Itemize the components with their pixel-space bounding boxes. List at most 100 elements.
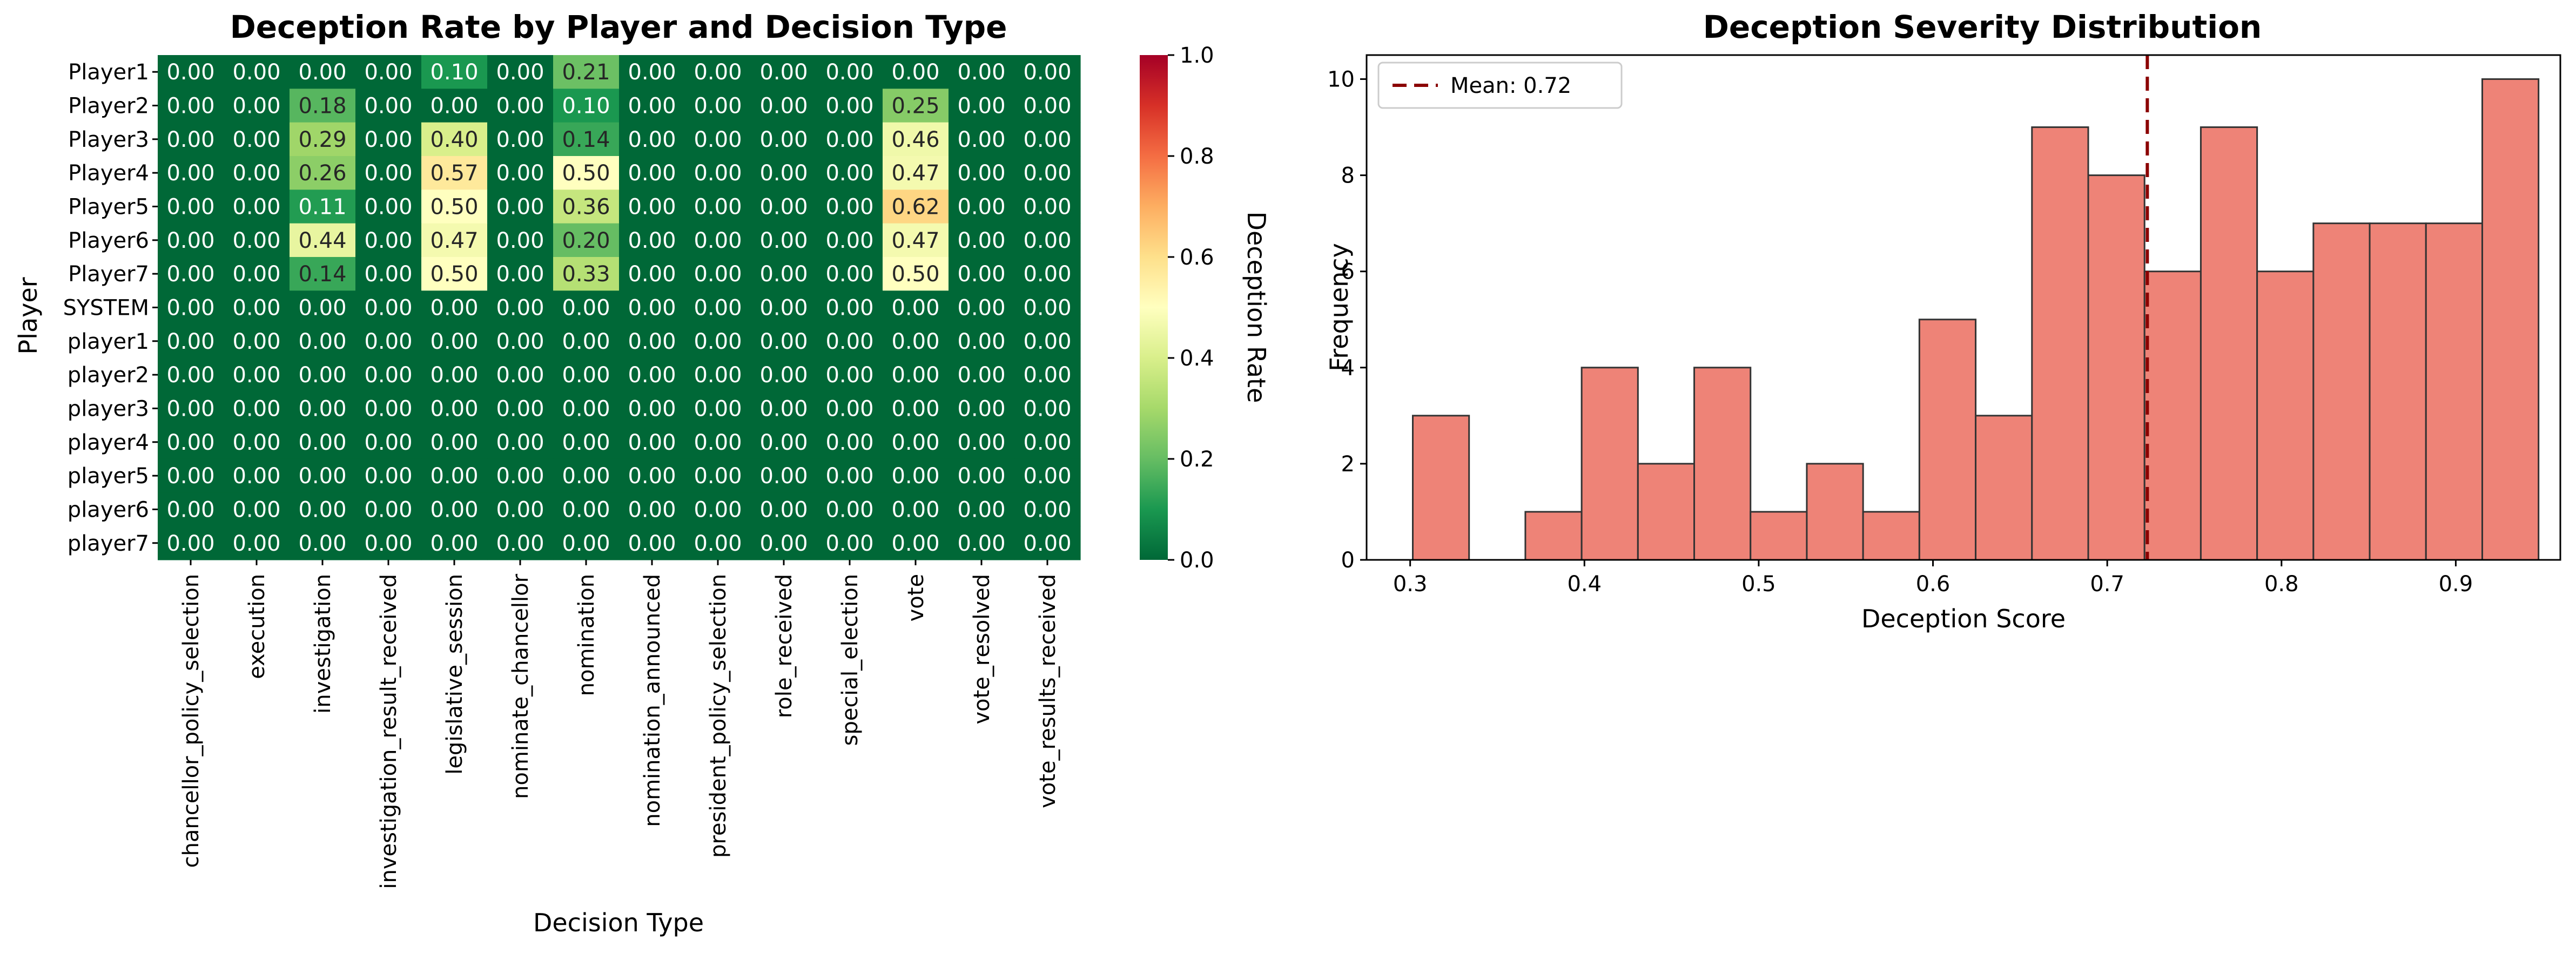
heatmap-cell [1014,290,1081,325]
heatmap-cell [817,256,883,291]
heatmap-row-label: Player1 [68,60,149,85]
heatmap-cell [290,55,356,89]
heatmap-cell-value: 0.00 [1023,329,1071,354]
heatmap-row-label: player3 [68,396,149,421]
heatmap-cell-value: 0.00 [891,295,939,320]
histogram-bar [2425,222,2483,561]
heatmap-cell-value: 0.00 [694,531,742,556]
heatmap-cell-value: 0.00 [562,295,610,320]
heatmap-cell [949,492,1015,527]
heatmap-cell [817,190,883,224]
heatmap-cell [883,391,949,426]
heatmap-cell [685,526,751,560]
heatmap-cell [421,458,488,493]
heatmap-row-label: Player4 [68,161,149,186]
heatmap-cell [421,526,488,560]
histogram-bar [2312,222,2371,561]
heatmap-cell [619,190,685,224]
heatmap-cell [751,425,817,459]
heatmap-column-label: president_policy_selection [706,574,731,858]
heatmap-cell [685,89,751,123]
heatmap-cell [619,155,685,190]
heatmap-cell [685,190,751,224]
heatmap-cell-value: 0.00 [628,464,676,489]
heatmap-cell-value: 0.00 [694,228,742,253]
heatmap-cell [1014,492,1081,527]
heatmap-cell [751,155,817,190]
heatmap-column-label: chancellor_policy_selection [179,574,204,868]
heatmap-cell-value: 0.00 [825,127,873,152]
heatmap-cell [158,55,224,89]
histogram-bar [2143,270,2202,561]
heatmap-cell-value: 0.00 [298,60,346,85]
heatmap-cell-value: 0.00 [496,262,544,287]
heatmap-cell-value: 0.00 [298,430,346,455]
heatmap-cell-value: 0.00 [957,60,1005,85]
heatmap-cell [553,324,620,358]
heatmap-row-label: player5 [68,464,149,489]
heatmap-cell-value: 0.00 [430,93,478,118]
heatmap-cell-value: 0.50 [430,194,478,219]
heatmap-cell [224,425,290,459]
heatmap-cell [619,122,685,157]
heatmap-cell-value: 0.00 [759,262,808,287]
heatmap-cell-value: 0.47 [891,161,939,186]
heatmap-cell-value: 0.00 [364,363,412,388]
heatmap-cell-value: 0.00 [430,295,478,320]
heatmap-cell [619,223,685,258]
heatmap-cell [883,458,949,493]
histogram-bar [2031,126,2089,561]
histogram-y-axis-label: Frequency [1324,243,1354,371]
heatmap-cell-value: 0.00 [628,161,676,186]
colorbar-tick-label: 1.0 [1180,43,1214,68]
histogram-bar [1580,367,1639,561]
heatmap-cell [290,492,356,527]
heatmap-cell-value: 0.47 [430,228,478,253]
heatmap-cell-value: 0.00 [825,497,873,522]
heatmap-cell-value: 0.00 [694,329,742,354]
heatmap-row-label: Player5 [68,194,149,219]
heatmap-cell-value: 0.00 [628,228,676,253]
heatmap-cell-value: 0.00 [694,497,742,522]
heatmap-cell-value: 0.00 [298,363,346,388]
heatmap-cell-value: 0.00 [759,464,808,489]
heatmap-title: Deception Rate by Player and Decision Ty… [230,9,1007,45]
heatmap-cell-value: 0.50 [430,262,478,287]
legend-mean-label: Mean: 0.72 [1450,73,1571,98]
heatmap-cell [751,391,817,426]
heatmap-cell-value: 0.00 [628,295,676,320]
heatmap-cell-value: 0.00 [496,497,544,522]
heatmap-cell-value: 0.00 [496,464,544,489]
heatmap-cell-value: 0.00 [364,295,412,320]
heatmap-cell [817,425,883,459]
heatmap-cell-value: 0.00 [759,228,808,253]
heatmap-cell [487,391,554,426]
heatmap-cell-value: 0.00 [232,60,280,85]
histogram-bar [1637,463,1696,561]
heatmap-cell [619,526,685,560]
heatmap-cell-value: 0.00 [562,329,610,354]
heatmap-cell [619,492,685,527]
heatmap-cell-value: 0.00 [232,464,280,489]
heatmap-cell [619,89,685,123]
heatmap-cell [290,290,356,325]
heatmap-cell-value: 0.00 [957,430,1005,455]
heatmap-cell [421,391,488,426]
heatmap-cell [158,458,224,493]
heatmap-cell [487,89,554,123]
heatmap-column-label: execution [245,574,270,679]
colorbar-ticks: 0.0 0.2 0.4 0.6 0.8 1.0 [1168,43,1214,573]
heatmap-cell-value: 0.00 [298,396,346,421]
heatmap-cell-value: 0.00 [232,430,280,455]
heatmap-cell [685,391,751,426]
heatmap-y-axis-label: Player [14,277,43,354]
heatmap-cell-value: 0.50 [891,262,939,287]
heatmap-cell [553,190,620,224]
heatmap-cell-value: 0.00 [694,363,742,388]
heatmap-cell-value: 0.00 [1023,396,1071,421]
heatmap-cell-value: 0.00 [298,464,346,489]
heatmap-cell [751,458,817,493]
heatmap-cell [158,425,224,459]
heatmap-cell-value: 0.00 [232,194,280,219]
heatmap-cell-value: 0.00 [364,60,412,85]
